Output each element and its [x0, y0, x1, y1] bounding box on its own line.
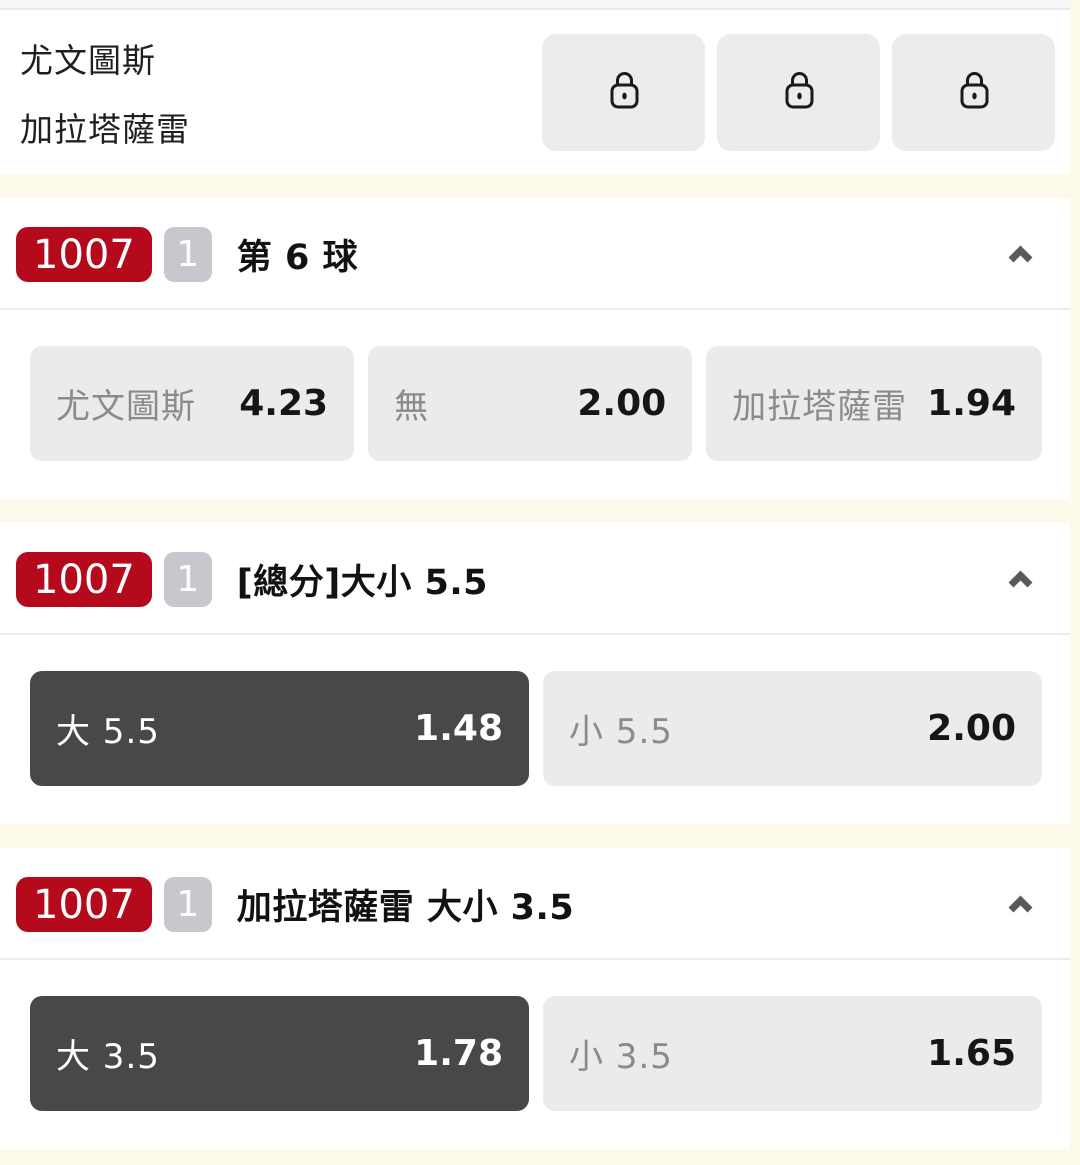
lock-icon [602, 67, 646, 118]
market-code-badge: 1007 [16, 552, 152, 607]
lock-icon [952, 67, 996, 118]
home-team-name: 尤文圖斯 [20, 40, 156, 80]
market-tab-badge: 1 [163, 552, 212, 607]
match-header: 尤文圖斯 加拉塔薩雷 [0, 10, 1070, 174]
market-title: 第 6 球 [236, 238, 359, 278]
outcome-odds: 1.78 [414, 1033, 503, 1074]
market-title: [總分]大小 5.5 [236, 563, 488, 603]
outcome-label: 加拉塔薩雷 [732, 387, 908, 427]
chevron-up-icon[interactable] [1007, 895, 1034, 914]
outcome-odds: 2.00 [927, 708, 1016, 749]
outcome-odds: 1.94 [927, 383, 1016, 424]
outcome-odds: 1.48 [414, 708, 503, 749]
outcome-label: 小 5.5 [569, 712, 673, 752]
divider [0, 958, 1070, 960]
market-title: 加拉塔薩雷 大小 3.5 [236, 888, 575, 928]
outcomes-row: 大 3.5 1.78 小 3.5 1.65 [0, 960, 1070, 1149]
outcome-label: 大 5.5 [56, 712, 160, 752]
away-team-name: 加拉塔薩雷 [20, 109, 190, 149]
locked-odds-button-2[interactable] [717, 33, 880, 151]
market-code-badge: 1007 [16, 877, 152, 932]
outcome-button-under[interactable]: 小 5.5 2.00 [543, 671, 1042, 786]
outcome-button-over[interactable]: 大 5.5 1.48 [30, 671, 529, 786]
previous-row-edge [0, 0, 1070, 10]
outcome-button-home[interactable]: 尤文圖斯 4.23 [30, 346, 355, 461]
market-section-header[interactable]: 1007 1 [總分]大小 5.5 [0, 523, 1070, 633]
locked-odds-button-1[interactable] [542, 33, 705, 151]
market-section-total-ou: 1007 1 [總分]大小 5.5 大 5.5 1.48 小 5.5 2.00 [0, 523, 1070, 824]
market-section-header[interactable]: 1007 1 加拉塔薩雷 大小 3.5 [0, 848, 1070, 958]
locked-odds-button-3[interactable] [892, 33, 1055, 151]
match-teams: 尤文圖斯 加拉塔薩雷 [20, 34, 190, 151]
outcome-label: 小 3.5 [569, 1037, 673, 1077]
market-tab-badge: 1 [163, 877, 212, 932]
section-gap [0, 824, 1070, 848]
market-tab-badge: 1 [163, 227, 212, 282]
section-gap [0, 174, 1070, 198]
outcome-button-under[interactable]: 小 3.5 1.65 [543, 996, 1042, 1111]
market-section-away-ou: 1007 1 加拉塔薩雷 大小 3.5 大 3.5 1.78 小 3.5 1.6… [0, 848, 1070, 1149]
lock-icon [777, 67, 821, 118]
market-section-header[interactable]: 1007 1 第 6 球 [0, 198, 1070, 308]
outcomes-row: 大 5.5 1.48 小 5.5 2.00 [0, 635, 1070, 824]
divider [0, 308, 1070, 310]
outcome-label: 無 [394, 387, 430, 427]
locked-odds-row [542, 33, 1055, 151]
outcome-button-over[interactable]: 大 3.5 1.78 [30, 996, 529, 1111]
chevron-up-icon[interactable] [1007, 245, 1034, 264]
market-code-badge: 1007 [16, 227, 152, 282]
outcomes-row: 尤文圖斯 4.23 無 2.00 加拉塔薩雷 1.94 [0, 310, 1070, 499]
outcome-odds: 4.23 [239, 383, 329, 424]
outcome-odds: 1.65 [927, 1033, 1016, 1074]
divider [0, 633, 1070, 635]
outcome-button-away[interactable]: 加拉塔薩雷 1.94 [706, 346, 1042, 461]
outcome-label: 尤文圖斯 [56, 387, 196, 427]
chevron-up-icon[interactable] [1007, 570, 1034, 589]
outcome-odds: 2.00 [577, 383, 667, 424]
section-gap [0, 499, 1070, 523]
outcome-label: 大 3.5 [56, 1037, 160, 1077]
betting-market-panel: 尤文圖斯 加拉塔薩雷 [0, 0, 1070, 1149]
outcome-button-none[interactable]: 無 2.00 [368, 346, 693, 461]
market-section-next-goal: 1007 1 第 6 球 尤文圖斯 4.23 無 2.00 加拉塔薩雷 1.94 [0, 198, 1070, 499]
